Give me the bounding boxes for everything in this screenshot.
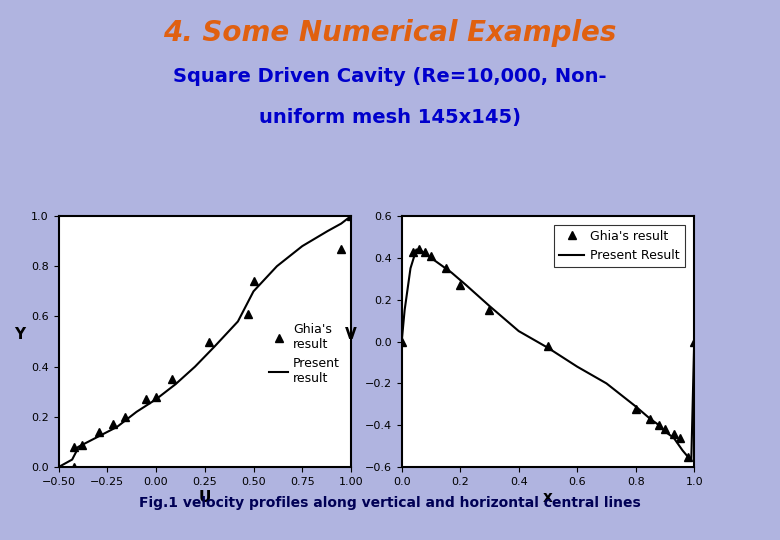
- Y-axis label: Y: Y: [14, 327, 26, 341]
- Text: uniform mesh 145x145): uniform mesh 145x145): [259, 108, 521, 127]
- X-axis label: x: x: [543, 490, 553, 504]
- Text: Square Driven Cavity (Re=10,000, Non-: Square Driven Cavity (Re=10,000, Non-: [173, 68, 607, 86]
- Text: 4. Some Numerical Examples: 4. Some Numerical Examples: [163, 19, 617, 47]
- Legend: Ghia's result, Present Result: Ghia's result, Present Result: [554, 225, 685, 267]
- X-axis label: U: U: [199, 490, 211, 504]
- Y-axis label: V: V: [345, 327, 356, 341]
- Text: Fig.1 velocity profiles along vertical and horizontal central lines: Fig.1 velocity profiles along vertical a…: [139, 496, 641, 510]
- Legend: Ghia's
result, Present
result: Ghia's result, Present result: [264, 318, 345, 390]
